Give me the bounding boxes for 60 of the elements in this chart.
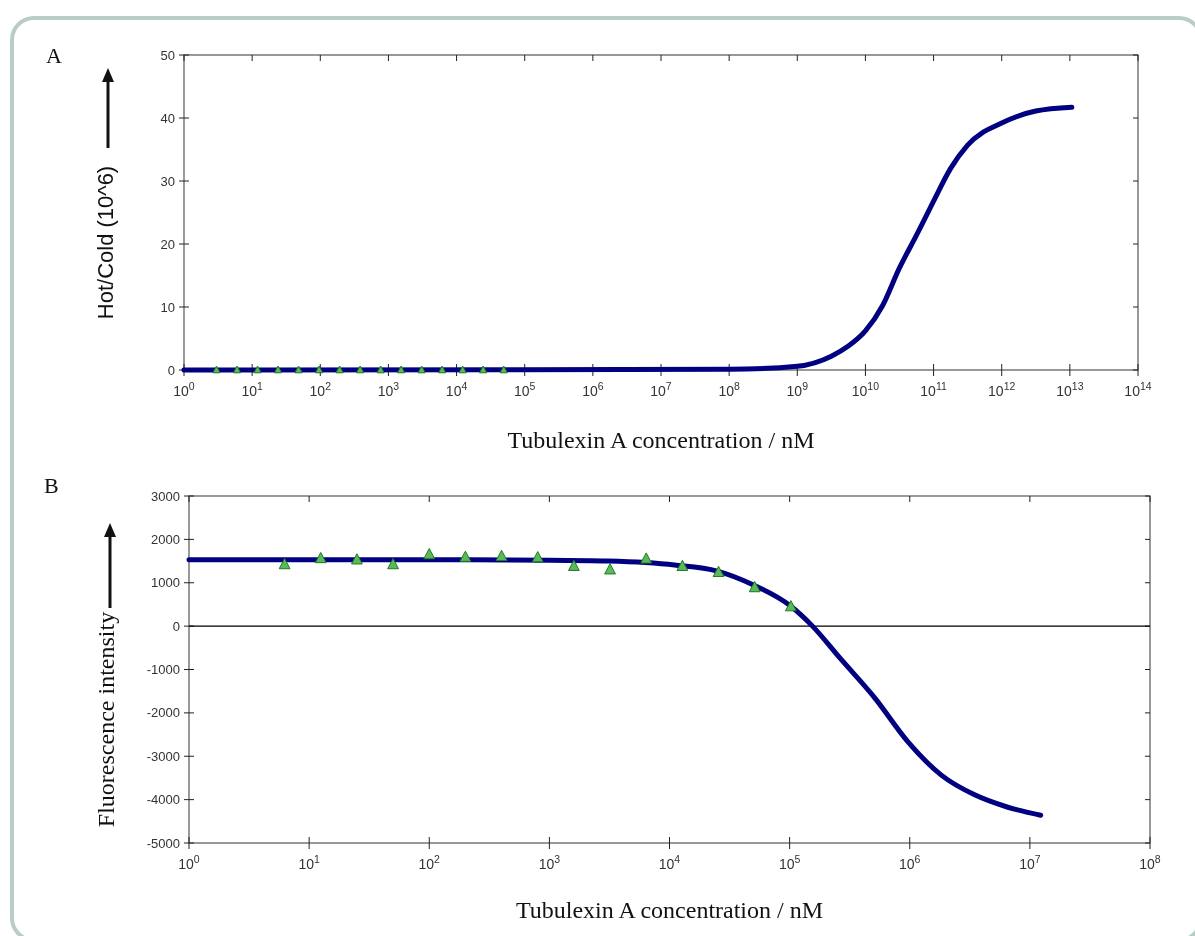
x-tick-label: 10$^{3}$ [377, 380, 400, 399]
y-tick-label: 40 [160, 110, 175, 126]
y-tick-label: 10 [160, 299, 175, 315]
x-tick-label: 10$^{2}$ [309, 380, 332, 399]
y-axis-title: Hot/Cold (10^6) [93, 165, 118, 320]
x-tick-label: 10$^{4}$ [445, 380, 468, 399]
y-tick-label: -5000 [146, 835, 180, 851]
y-tick-label: 50 [160, 47, 175, 63]
x-tick-label: 10$^{7}$ [1019, 853, 1041, 872]
x-tick-label: 10$^{8}$ [718, 380, 741, 399]
x-tick-label: 10$^{0}$ [173, 380, 195, 399]
x-tick-label: 10$^{2}$ [418, 853, 441, 872]
y-tick-label: 1000 [151, 575, 180, 591]
point [604, 563, 616, 575]
y-tick-label: 2000 [151, 531, 180, 547]
x-axis-title: Tubulexin A concentration / nM [515, 897, 824, 923]
x-tick-label: 10$^{12}$ [988, 380, 1016, 399]
x-tick-label: 10$^{5}$ [514, 380, 536, 399]
x-tick-label: 10$^{0}$ [178, 853, 200, 872]
y-tick-label: -3000 [146, 748, 180, 764]
chart-title: B [44, 473, 59, 498]
y-tick-label: 0 [167, 362, 175, 378]
point [495, 549, 508, 561]
x-tick-label: 10$^{1}$ [298, 853, 320, 872]
y-tick-label: 30 [160, 173, 175, 189]
point [459, 550, 472, 562]
y-tick-label: -2000 [146, 705, 180, 721]
x-tick-label: 10$^{9}$ [786, 380, 809, 399]
x-tick-label: 10$^{6}$ [582, 380, 604, 399]
point [784, 600, 797, 612]
point [314, 551, 327, 564]
x-tick-label: 10$^{3}$ [538, 853, 561, 872]
point [712, 565, 725, 578]
x-tick-label: 10$^{4}$ [658, 853, 681, 872]
x-tick-label: 10$^{5}$ [778, 853, 801, 872]
x-axis-title: Tubulexin A concentration / nM [507, 427, 815, 453]
x-tick-label: 10$^{8}$ [1139, 853, 1161, 872]
point [531, 551, 544, 563]
y-tick-label: -1000 [146, 662, 180, 678]
x-tick-label: 10$^{6}$ [899, 853, 921, 872]
y-tick-label: -4000 [146, 792, 180, 808]
point [387, 558, 399, 570]
point [748, 581, 761, 593]
y-tick-label: 20 [160, 236, 175, 252]
point [567, 559, 580, 571]
x-tick-label: 10$^{11}$ [920, 380, 947, 399]
y-axis-title: Fluorescence intensity [93, 611, 119, 828]
point [640, 552, 653, 564]
x-tick-label: 10$^{7}$ [650, 380, 672, 399]
chart-title: A [46, 43, 62, 68]
x-tick-label: 10$^{14}$ [1124, 380, 1152, 399]
point [351, 553, 363, 565]
x-tick-label: 10$^{10}$ [851, 380, 880, 399]
point [676, 559, 689, 571]
point [278, 558, 291, 570]
point [423, 548, 436, 560]
y-tick-label: 0 [172, 618, 180, 634]
x-tick-label: 10$^{13}$ [1056, 380, 1084, 399]
x-tick-label: 10$^{1}$ [241, 380, 264, 399]
y-tick-label: 3000 [151, 488, 180, 504]
